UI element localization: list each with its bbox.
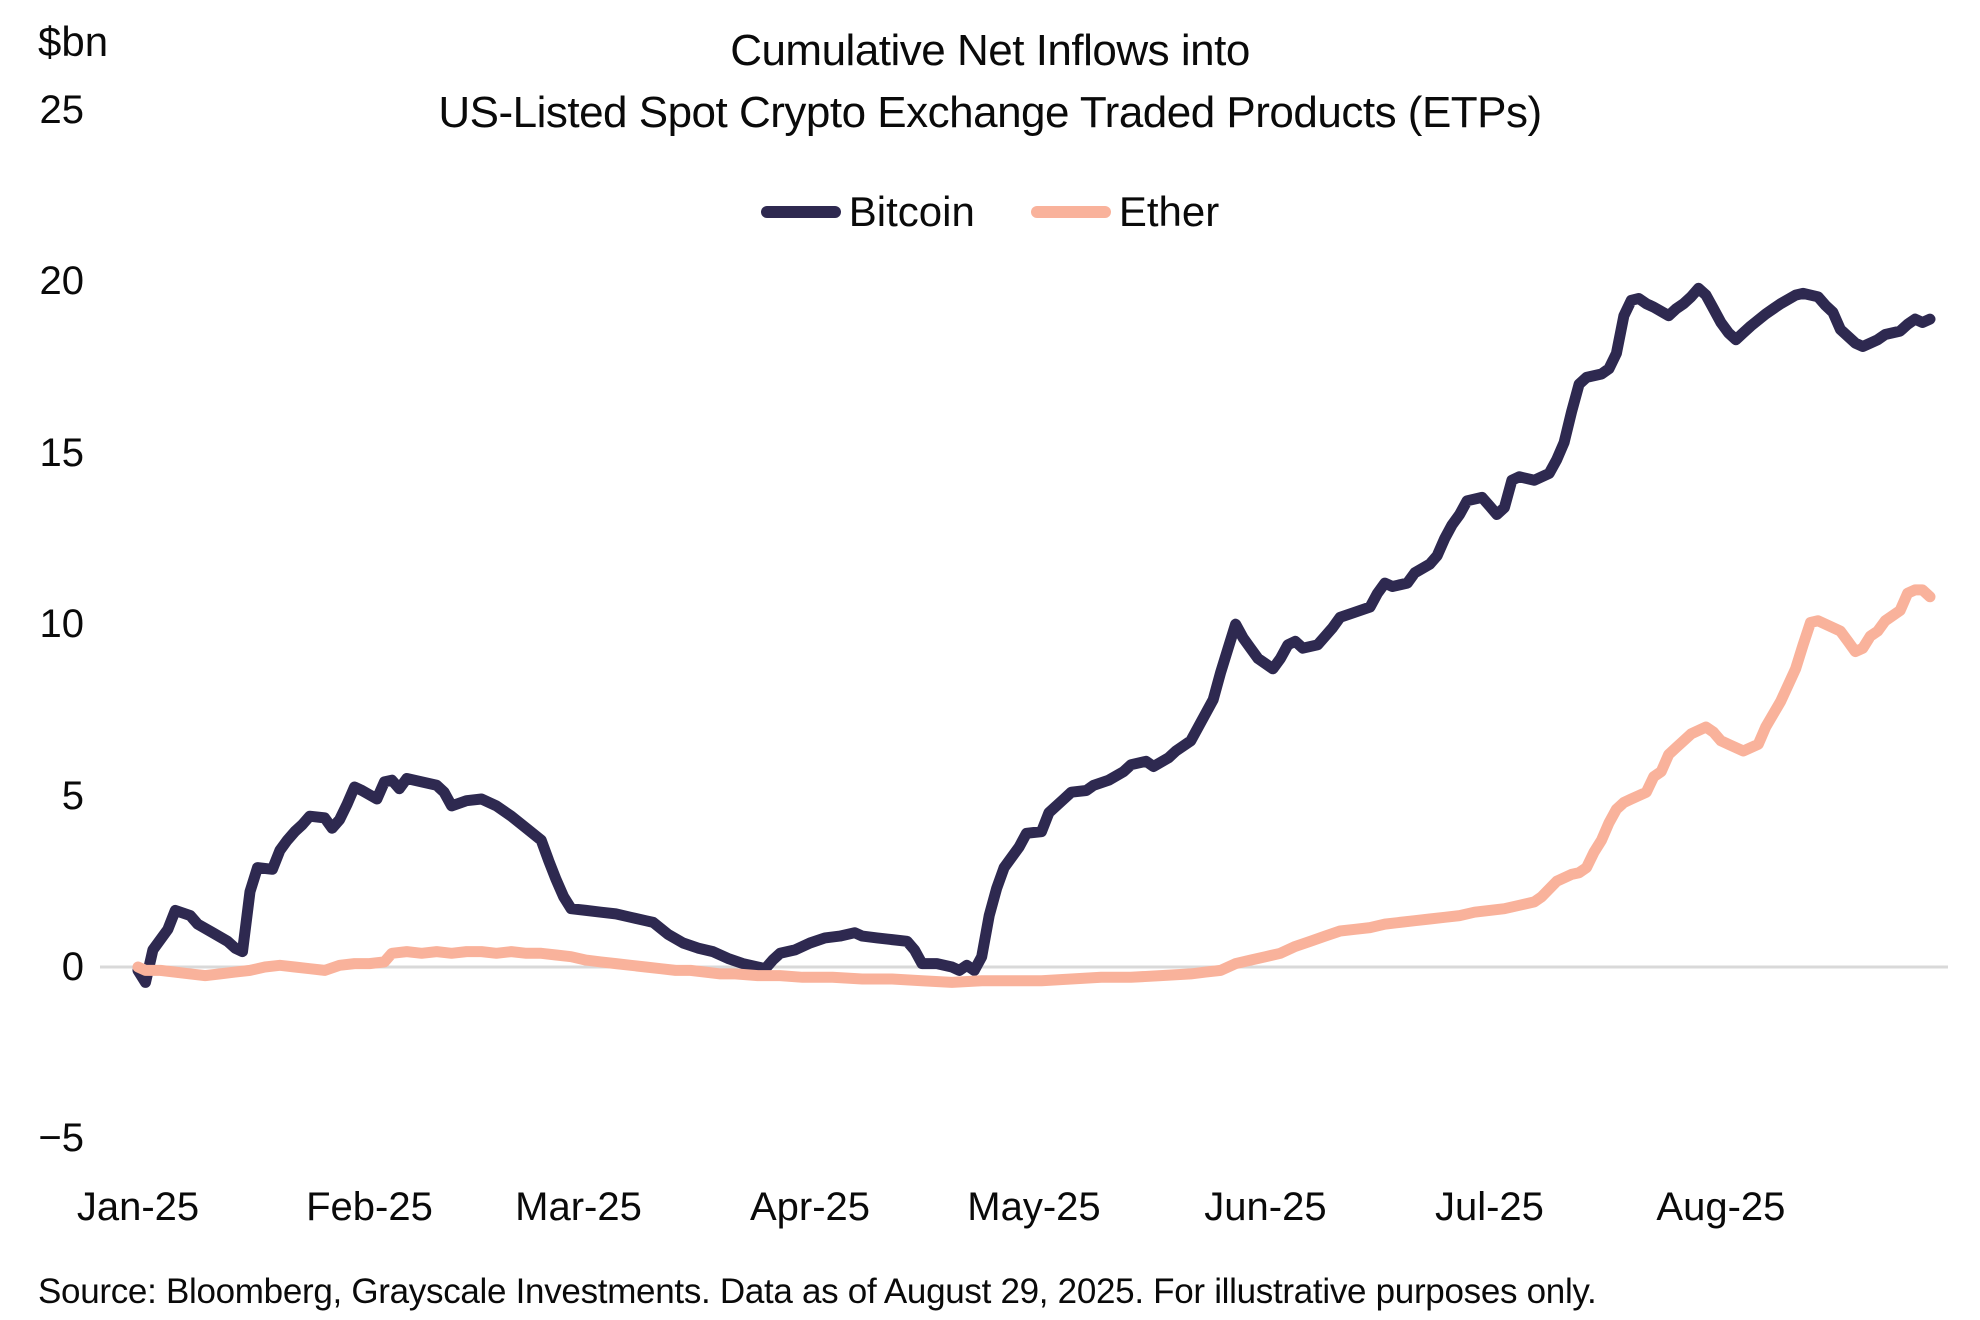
x-tick-label-mar-25: Mar-25 [515, 1185, 642, 1229]
chart-title: Cumulative Net Inflows into US-Listed Sp… [200, 20, 1780, 144]
x-tick-label-apr-25: Apr-25 [749, 1185, 871, 1229]
ether-line [132, 584, 1936, 988]
bitcoin-line-swatch-icon [760, 206, 841, 218]
source-note: Source: Bloomberg, Grayscale Investments… [38, 1272, 1597, 1311]
ether-line-swatch-icon [1030, 206, 1111, 218]
chart-title-line2: US-Listed Spot Crypto Exchange Traded Pr… [438, 88, 1542, 137]
y-tick-label-5: 5 [61, 773, 84, 818]
x-tick-label-aug-25: Aug-25 [1656, 1185, 1786, 1229]
chart-title-line1: Cumulative Net Inflows into [730, 26, 1250, 75]
legend-label-ether: Ether [1118, 188, 1220, 235]
y-tick-label--5: −5 [38, 1116, 84, 1161]
legend-item-ether: Ether [1030, 188, 1220, 236]
y-tick-label-10: 10 [39, 602, 85, 647]
legend: Bitcoin Ether [0, 188, 1980, 236]
x-tick-label-jun-25: Jun-25 [1204, 1185, 1327, 1229]
bitcoin-line [132, 282, 1936, 988]
x-tick-label-jul-25: Jul-25 [1434, 1185, 1544, 1229]
legend-label-bitcoin: Bitcoin [848, 188, 975, 235]
x-tick-label-feb-25: Feb-25 [306, 1185, 433, 1229]
y-tick-label-15: 15 [39, 430, 85, 475]
legend-item-bitcoin: Bitcoin [760, 188, 975, 236]
y-tick-label-0: 0 [61, 945, 84, 989]
x-tick-label-may-25: May-25 [967, 1185, 1101, 1229]
y-axis-unit-label: $bn [38, 18, 109, 65]
y-tick-label-20: 20 [39, 259, 85, 304]
x-tick-label-jan-25: Jan-25 [76, 1185, 200, 1229]
y-tick-label-25: 25 [39, 88, 85, 132]
